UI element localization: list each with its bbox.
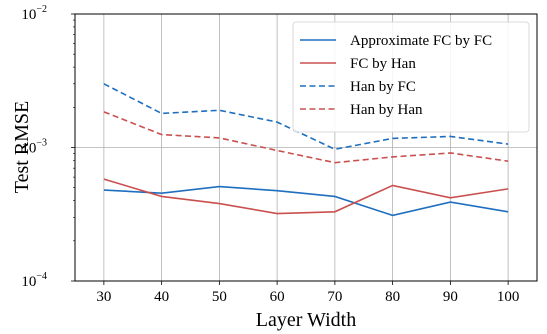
x-tick-label: 90 <box>443 289 458 305</box>
legend-box <box>292 21 530 133</box>
legend: Approximate FC by FC FC by Han Han by FC Ha… <box>292 21 530 133</box>
x-tick-label: 50 <box>212 289 227 305</box>
x-tick-label: 70 <box>327 289 342 305</box>
x-tick-label: 100 <box>497 289 520 305</box>
x-tick-label: 30 <box>96 289 111 305</box>
series-line <box>103 178 509 215</box>
x-tick-label: 40 <box>154 289 169 305</box>
series-line <box>103 185 509 217</box>
x-axis-ticks: 30 40 50 60 70 80 90 100 <box>96 281 519 305</box>
y-axis-label: Test RMSE <box>11 101 33 194</box>
y-tick-label: 10−2 <box>21 4 47 23</box>
y-tick-label: 10−4 <box>21 271 47 290</box>
legend-label: Han by Han <box>350 102 423 118</box>
series-lines <box>103 83 509 217</box>
legend-label: Approximate FC by FC <box>350 33 492 49</box>
series-line <box>103 111 509 164</box>
legend-label: Han by FC <box>350 79 416 95</box>
x-tick-label: 80 <box>385 289 400 305</box>
legend-label: FC by Han <box>350 56 416 72</box>
x-tick-label: 60 <box>270 289 285 305</box>
x-axis-label: Layer Width <box>256 309 356 331</box>
series-line <box>103 83 509 151</box>
